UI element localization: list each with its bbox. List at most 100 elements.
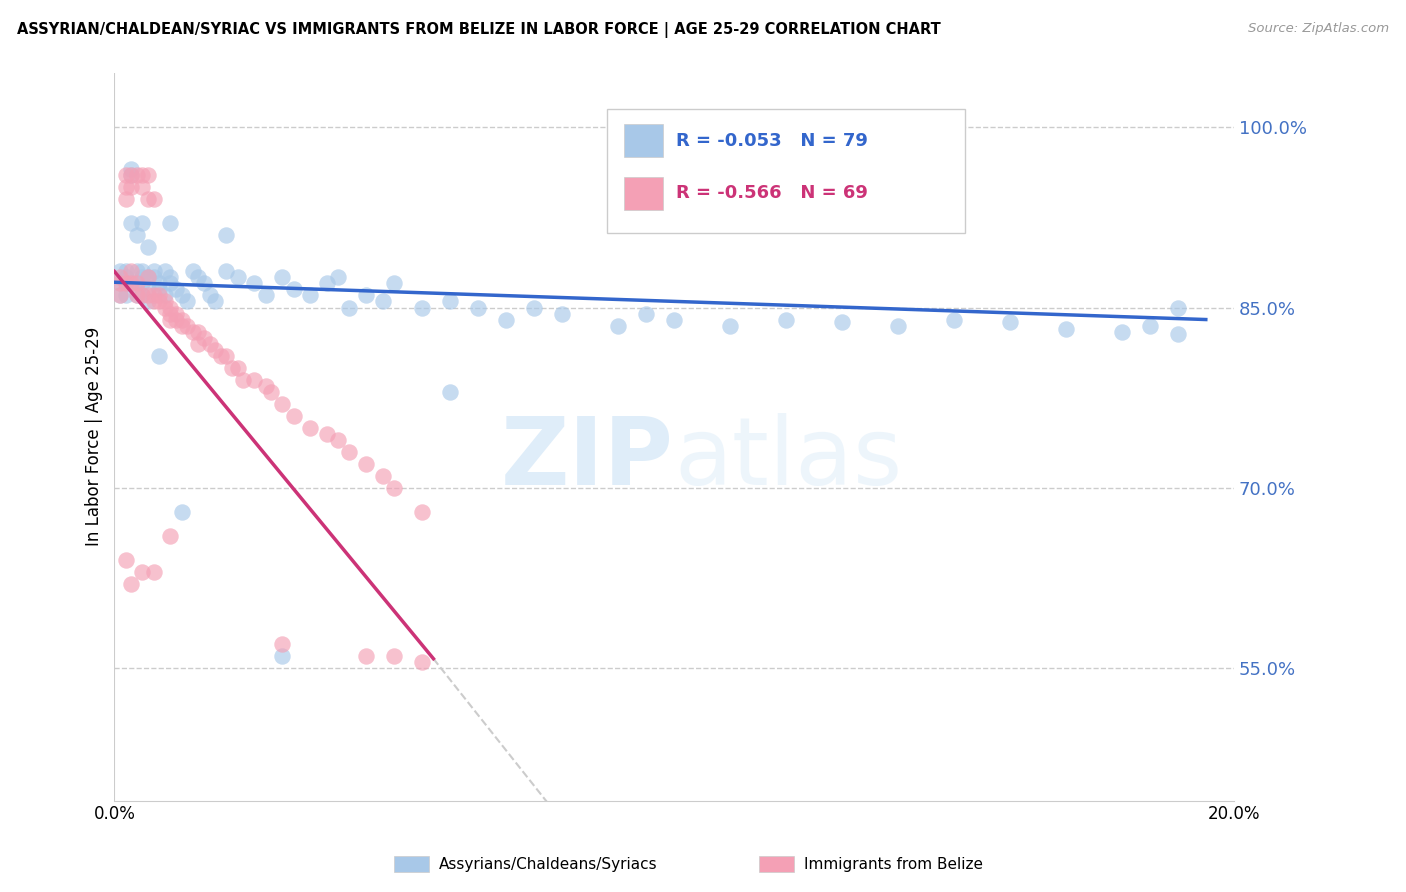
Point — [382, 481, 405, 495]
Point — [159, 270, 181, 285]
Point — [662, 312, 685, 326]
Text: ASSYRIAN/CHALDEAN/SYRIAC VS IMMIGRANTS FROM BELIZE IN LABOR FORCE | AGE 25-29 CO: ASSYRIAN/CHALDEAN/SYRIAC VS IMMIGRANTS F… — [17, 22, 941, 38]
Point — [136, 192, 159, 206]
Point — [243, 277, 266, 291]
Point — [215, 349, 238, 363]
Point — [153, 294, 176, 309]
Point — [356, 288, 378, 302]
Point — [131, 216, 153, 230]
Point — [125, 288, 148, 302]
Point — [136, 283, 159, 297]
Point — [181, 264, 204, 278]
Point — [120, 168, 142, 182]
Point — [316, 426, 339, 441]
Point — [136, 270, 159, 285]
Point — [114, 277, 136, 291]
Point — [131, 180, 153, 194]
Point — [523, 301, 546, 315]
Point — [226, 270, 249, 285]
Point — [176, 294, 198, 309]
Point — [142, 264, 165, 278]
Point — [120, 277, 142, 291]
Point — [131, 288, 153, 302]
Point — [271, 637, 294, 651]
Point — [165, 283, 187, 297]
Point — [187, 325, 209, 339]
Point — [1111, 325, 1133, 339]
Y-axis label: In Labor Force | Age 25-29: In Labor Force | Age 25-29 — [86, 327, 103, 547]
Point — [260, 384, 283, 399]
Point — [131, 565, 153, 579]
Point — [125, 277, 148, 291]
Point — [271, 649, 294, 664]
Point — [356, 457, 378, 471]
Point — [142, 192, 165, 206]
Text: R = -0.053   N = 79: R = -0.053 N = 79 — [676, 132, 869, 150]
Point — [283, 409, 305, 423]
Point — [382, 649, 405, 664]
Point — [439, 294, 461, 309]
Point — [108, 264, 131, 278]
Point — [299, 288, 322, 302]
Point — [467, 301, 489, 315]
Point — [120, 162, 142, 177]
Point — [998, 315, 1021, 329]
Point — [142, 270, 165, 285]
Point — [114, 192, 136, 206]
Point — [193, 277, 215, 291]
Bar — [624, 177, 662, 210]
Point — [131, 270, 153, 285]
Point — [159, 301, 181, 315]
Point — [243, 373, 266, 387]
Point — [356, 649, 378, 664]
Point — [114, 288, 136, 302]
Point — [170, 312, 193, 326]
Text: Immigrants from Belize: Immigrants from Belize — [804, 857, 983, 871]
Point — [153, 288, 176, 302]
Point — [1167, 301, 1189, 315]
Point — [254, 288, 277, 302]
Point — [120, 216, 142, 230]
Point — [108, 277, 131, 291]
Point — [153, 264, 176, 278]
Point — [226, 360, 249, 375]
Point — [1139, 318, 1161, 333]
Point — [148, 349, 170, 363]
Point — [159, 312, 181, 326]
Point — [411, 301, 433, 315]
Point — [170, 505, 193, 519]
Point — [718, 318, 741, 333]
Point — [136, 294, 159, 309]
Point — [125, 168, 148, 182]
Point — [120, 180, 142, 194]
Point — [176, 318, 198, 333]
Point — [120, 264, 142, 278]
Point — [328, 270, 350, 285]
Point — [411, 505, 433, 519]
Point — [136, 240, 159, 254]
Point — [942, 312, 965, 326]
Point — [136, 288, 159, 302]
Point — [232, 373, 254, 387]
Point — [887, 318, 910, 333]
Point — [131, 277, 153, 291]
Point — [125, 264, 148, 278]
Point — [170, 288, 193, 302]
Text: ZIP: ZIP — [501, 413, 673, 505]
Point — [411, 655, 433, 669]
Point — [120, 577, 142, 591]
Point — [271, 397, 294, 411]
Point — [382, 277, 405, 291]
Point — [271, 270, 294, 285]
Point — [215, 228, 238, 243]
Point — [254, 378, 277, 392]
Point — [142, 565, 165, 579]
Point — [142, 294, 165, 309]
Point — [1167, 326, 1189, 341]
Point — [1054, 322, 1077, 336]
Point — [159, 529, 181, 543]
Point — [198, 336, 221, 351]
Point — [108, 288, 131, 302]
Point — [209, 349, 232, 363]
Point — [551, 306, 574, 320]
